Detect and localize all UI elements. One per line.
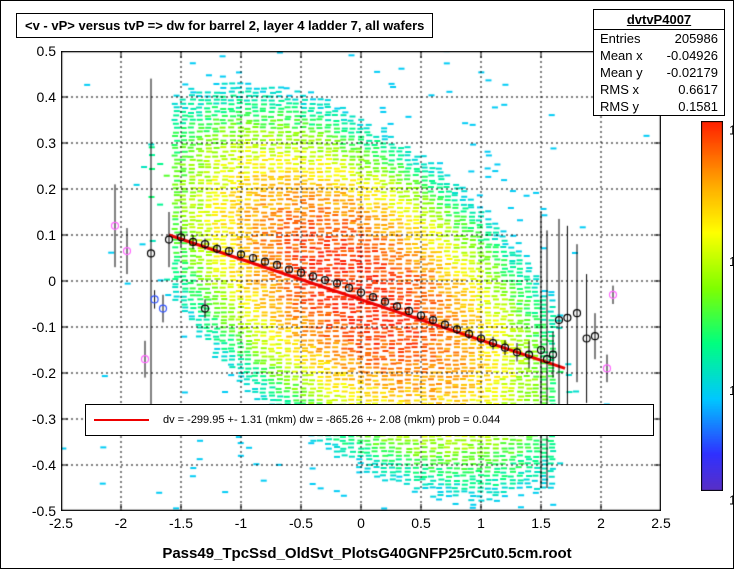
stats-row: Mean x -0.04926 xyxy=(594,47,724,64)
colorbar-tick-label: 10 xyxy=(729,254,734,269)
fit-legend-box: dv = -299.95 +- 1.31 (mkm) dw = -865.26 … xyxy=(85,404,654,436)
y-tick-label: 0.1 xyxy=(6,227,56,243)
plot-area: dv = -299.95 +- 1.31 (mkm) dw = -865.26 … xyxy=(61,51,661,511)
colorbar-tick-label: 10-1 xyxy=(729,490,734,507)
y-tick-label: -0.3 xyxy=(6,411,56,427)
x-tick-label: -2.5 xyxy=(41,515,81,531)
x-tick-label: 2.5 xyxy=(641,515,681,531)
x-tick-label: -2 xyxy=(101,515,141,531)
x-tick-label: -1.5 xyxy=(161,515,201,531)
stats-label: Mean x xyxy=(600,48,643,63)
x-tick-label: 1 xyxy=(461,515,501,531)
plot-title: <v - vP> versus tvP => dw for barrel 2, … xyxy=(25,18,424,33)
y-tick-label: -0.2 xyxy=(6,365,56,381)
stats-row: RMS y 0.1581 xyxy=(594,98,724,115)
stats-value: -0.04926 xyxy=(667,48,718,63)
y-tick-label: 0.2 xyxy=(6,181,56,197)
colorbar: 10210110-1 xyxy=(701,121,723,491)
stats-value: 205986 xyxy=(675,31,718,46)
stats-row: Mean y -0.02179 xyxy=(594,64,724,81)
colorbar-tick-label: 1 xyxy=(729,383,734,398)
y-tick-label: 0.3 xyxy=(6,135,56,151)
x-tick-label: 0 xyxy=(341,515,381,531)
plot-container: <v - vP> versus tvP => dw for barrel 2, … xyxy=(0,0,734,569)
y-tick-label: 0 xyxy=(6,273,56,289)
y-tick-label: 0.4 xyxy=(6,89,56,105)
fit-legend-text: dv = -299.95 +- 1.31 (mkm) dw = -865.26 … xyxy=(163,414,500,426)
stats-value: 0.1581 xyxy=(678,99,718,114)
stats-value: -0.02179 xyxy=(667,65,718,80)
colorbar-tick-label: 102 xyxy=(729,120,734,137)
x-tick-label: 2 xyxy=(581,515,621,531)
plot-title-box: <v - vP> versus tvP => dw for barrel 2, … xyxy=(16,13,433,38)
stats-row: RMS x 0.6617 xyxy=(594,81,724,98)
colorbar-canvas xyxy=(701,121,723,491)
y-tick-label: -0.4 xyxy=(6,457,56,473)
bottom-title: Pass49_TpcSsd_OldSvt_PlotsG40GNFP25rCut0… xyxy=(1,545,733,562)
stats-label: Entries xyxy=(600,31,640,46)
stats-value: 0.6617 xyxy=(678,82,718,97)
stats-label: RMS y xyxy=(600,99,639,114)
x-tick-label: 1.5 xyxy=(521,515,561,531)
fit-line-sample xyxy=(94,419,149,421)
stats-header: dvtvP4007 xyxy=(594,10,724,30)
y-tick-label: -0.1 xyxy=(6,319,56,335)
stats-row: Entries 205986 xyxy=(594,30,724,47)
y-tick-label: 0.5 xyxy=(6,43,56,59)
stats-box: dvtvP4007 Entries 205986 Mean x -0.04926… xyxy=(593,9,725,116)
stats-label: RMS x xyxy=(600,82,639,97)
x-tick-label: -0.5 xyxy=(281,515,321,531)
x-tick-label: 0.5 xyxy=(401,515,441,531)
stats-label: Mean y xyxy=(600,65,643,80)
plot-canvas xyxy=(61,51,661,511)
x-tick-label: -1 xyxy=(221,515,261,531)
